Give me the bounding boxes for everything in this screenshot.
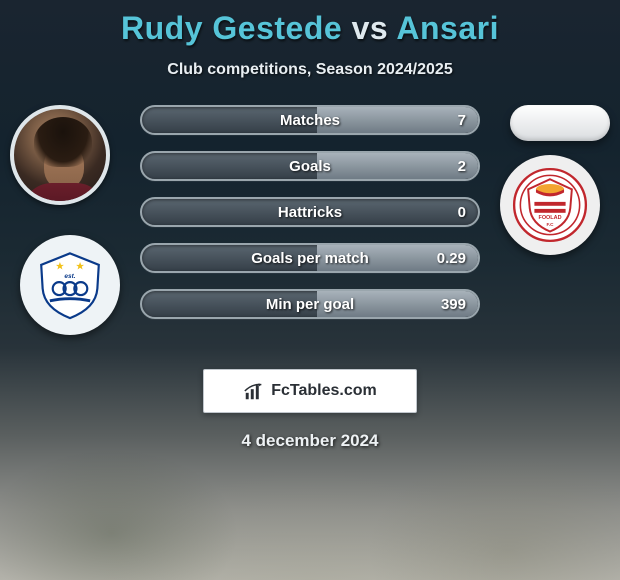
esteghlal-crest-icon: est. — [34, 249, 106, 321]
stat-value-right: 7 — [458, 107, 466, 133]
player1-club-badge: est. — [20, 235, 120, 335]
stat-value-right: 399 — [441, 291, 466, 317]
player2-club-badge: FOOLAD F.C — [500, 155, 600, 255]
stat-label: Matches — [142, 107, 478, 133]
stat-pill: Min per goal 399 — [140, 289, 480, 319]
stat-pill: Matches 7 — [140, 105, 480, 135]
subtitle: Club competitions, Season 2024/2025 — [0, 61, 620, 79]
vs-text: vs — [352, 10, 389, 46]
stat-value-right: 0.29 — [437, 245, 466, 271]
stat-pill: Goals per match 0.29 — [140, 243, 480, 273]
brand-box[interactable]: FcTables.com — [203, 369, 417, 413]
stat-pill: Hattricks 0 — [140, 197, 480, 227]
stat-label: Min per goal — [142, 291, 478, 317]
stat-label: Hattricks — [142, 199, 478, 225]
page-title: Rudy Gestede vs Ansari — [0, 0, 620, 47]
player1-avatar — [10, 105, 110, 205]
foolad-crest-icon: FOOLAD F.C — [511, 166, 589, 244]
stat-pills-column: Matches 7 Goals 2 Hattricks 0 Goals per … — [140, 105, 480, 335]
date-text: 4 december 2024 — [0, 431, 620, 451]
stat-pill: Goals 2 — [140, 151, 480, 181]
player2-name: Ansari — [396, 10, 499, 46]
content-wrapper: Rudy Gestede vs Ansari Club competitions… — [0, 0, 620, 451]
stat-value-right: 2 — [458, 153, 466, 179]
player2-avatar-placeholder — [510, 105, 610, 141]
bar-chart-icon — [243, 380, 265, 402]
svg-text:F.C: F.C — [547, 222, 555, 227]
player1-name: Rudy Gestede — [121, 10, 342, 46]
brand-text: FcTables.com — [271, 382, 377, 400]
stat-value-right: 0 — [458, 199, 466, 225]
svg-text:FOOLAD: FOOLAD — [538, 215, 561, 221]
stats-area: est. FOOLAD F.C Ma — [0, 105, 620, 355]
stat-label: Goals — [142, 153, 478, 179]
stat-label: Goals per match — [142, 245, 478, 271]
svg-text:est.: est. — [64, 273, 75, 280]
